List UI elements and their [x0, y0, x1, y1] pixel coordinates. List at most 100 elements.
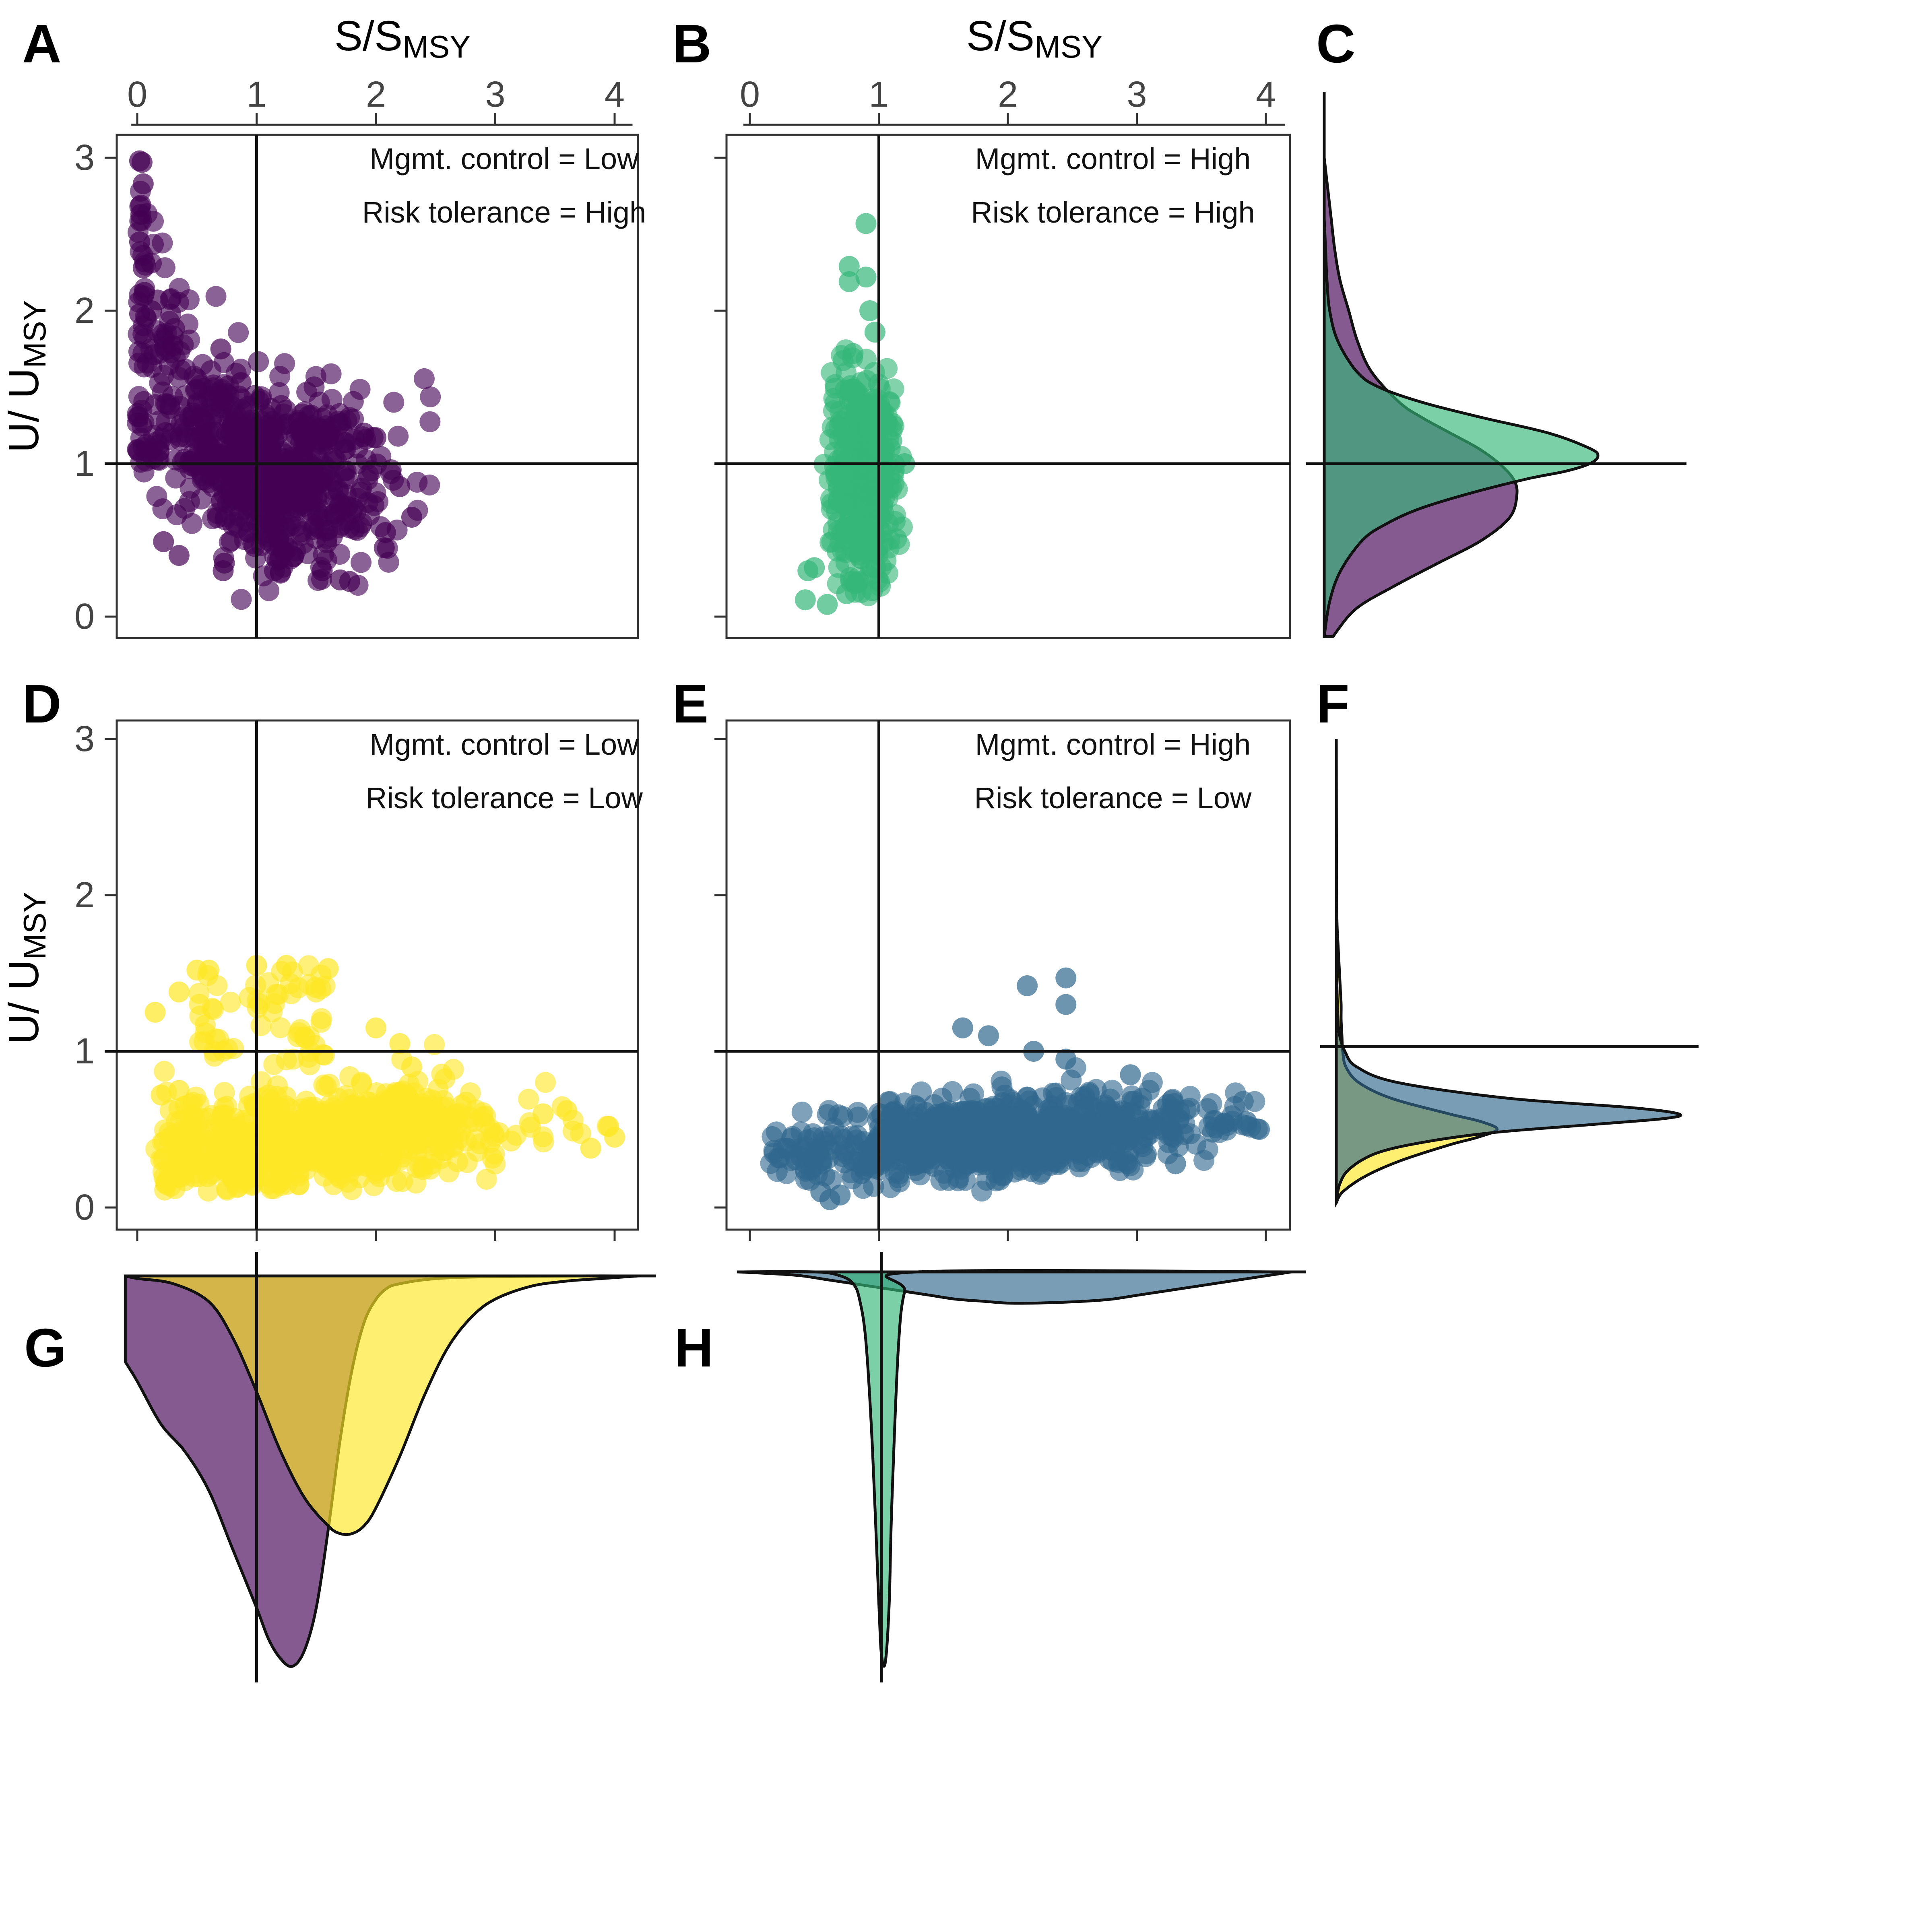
data-point	[804, 557, 825, 578]
data-point	[383, 392, 405, 413]
data-point	[817, 594, 838, 615]
data-point	[230, 372, 252, 393]
data-point	[343, 391, 364, 412]
data-point	[192, 354, 213, 375]
data-point	[339, 571, 360, 592]
points-layer	[795, 213, 915, 615]
data-point	[475, 1105, 496, 1127]
y-axis-title-bottom: U/ UMSY	[0, 892, 52, 1044]
data-point	[948, 1167, 970, 1189]
data-point	[286, 1116, 307, 1137]
data-point	[405, 1172, 427, 1194]
data-point	[258, 1173, 279, 1195]
data-point	[343, 497, 364, 519]
data-point	[153, 531, 174, 552]
data-point	[837, 478, 858, 500]
data-point	[195, 1022, 216, 1044]
data-point	[204, 1161, 225, 1182]
data-point	[419, 411, 441, 432]
data-point	[216, 1178, 237, 1199]
data-point	[316, 528, 338, 549]
data-point	[864, 1158, 885, 1179]
data-point	[174, 1095, 196, 1117]
data-point	[848, 1106, 869, 1128]
data-point	[270, 1017, 291, 1038]
data-point	[292, 449, 314, 471]
data-point	[132, 257, 154, 279]
data-point	[304, 1120, 326, 1141]
data-point	[258, 580, 280, 601]
data-point	[983, 1129, 1005, 1150]
x-tick-label: 3	[485, 74, 505, 115]
data-point	[242, 443, 264, 464]
panel-f	[1320, 739, 1699, 1208]
annotation: Mgmt. control = High	[975, 728, 1251, 761]
data-point	[198, 1181, 219, 1202]
y-tick-label: 3	[74, 719, 95, 759]
data-point	[1152, 1098, 1174, 1120]
plot-frame	[116, 719, 639, 1231]
panel-label-G: G	[24, 1317, 66, 1378]
data-point	[1120, 1064, 1141, 1086]
data-point	[179, 1147, 200, 1168]
data-point	[154, 1061, 175, 1082]
data-point	[832, 1106, 853, 1127]
data-point	[170, 359, 192, 381]
x-tick-label: 2	[998, 74, 1018, 115]
data-point	[168, 981, 190, 1003]
panel-e	[714, 719, 1291, 1241]
panel-label-B: B	[672, 13, 712, 74]
data-point	[233, 1110, 255, 1131]
data-point	[136, 434, 157, 455]
data-point	[151, 1084, 172, 1106]
data-point	[187, 1124, 208, 1146]
data-point	[930, 1108, 952, 1130]
data-point	[184, 415, 205, 436]
y-tick-label: 1	[74, 444, 95, 484]
data-point	[817, 1104, 838, 1125]
data-point	[1010, 1144, 1031, 1166]
data-point	[1244, 1091, 1265, 1112]
data-point	[841, 423, 862, 444]
x-axis-title-b: S/SMSY	[966, 12, 1102, 64]
data-point	[193, 438, 215, 459]
data-point	[324, 430, 346, 451]
plot-frame	[725, 134, 1291, 639]
annotation: Mgmt. control = Low	[369, 142, 639, 175]
x-tick-label: 3	[1127, 74, 1147, 115]
data-point	[389, 476, 411, 497]
data-point	[1131, 1117, 1152, 1138]
data-point	[132, 173, 154, 194]
data-point	[268, 382, 290, 403]
data-point	[830, 1184, 851, 1205]
data-point	[852, 541, 873, 562]
data-point	[424, 1034, 445, 1055]
data-point	[172, 452, 193, 473]
data-point	[604, 1127, 625, 1148]
data-point	[303, 1096, 325, 1118]
data-point	[350, 1096, 371, 1117]
data-point	[533, 1103, 554, 1125]
data-point	[836, 583, 857, 604]
data-point	[268, 984, 289, 1005]
data-point	[885, 504, 906, 525]
data-point	[365, 427, 386, 448]
x-tick-label: 4	[1256, 74, 1276, 115]
data-point	[363, 495, 385, 516]
data-point	[376, 1083, 397, 1104]
data-point	[1121, 1085, 1143, 1106]
y-axis-title-sub: MSY	[17, 300, 52, 368]
density-area	[1323, 219, 1600, 637]
annotation: Risk tolerance = High	[971, 196, 1255, 229]
data-point	[1193, 1150, 1215, 1171]
data-point	[298, 474, 320, 495]
data-point	[356, 1139, 378, 1160]
data-point	[129, 303, 150, 324]
data-point	[228, 322, 249, 343]
data-point	[159, 398, 181, 419]
data-point	[839, 381, 861, 402]
points-layer	[144, 955, 625, 1202]
data-point	[291, 1143, 313, 1164]
data-point	[198, 472, 220, 493]
data-point	[1004, 1161, 1025, 1183]
